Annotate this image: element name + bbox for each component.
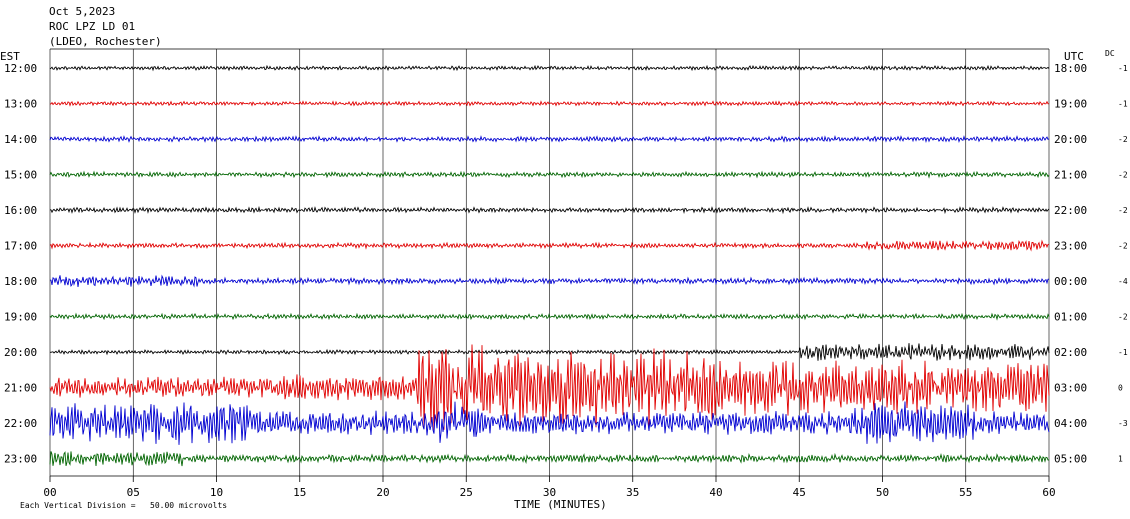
est-time-label: 22:00 xyxy=(4,417,37,430)
x-tick-label: 20 xyxy=(376,486,389,499)
seismogram-trace xyxy=(49,312,1050,321)
utc-axis-title: UTC xyxy=(1064,50,1084,63)
dc-offset-label: -2 xyxy=(1118,206,1128,215)
seismogram-trace xyxy=(49,343,1050,361)
dc-offset-label: 1 xyxy=(1118,455,1123,464)
seismogram-trace xyxy=(49,134,1050,144)
seismogram-traces xyxy=(49,64,1050,467)
est-time-label: 14:00 xyxy=(4,133,37,146)
seismogram-trace xyxy=(49,274,1050,288)
utc-time-label: 22:00 xyxy=(1054,204,1087,217)
x-tick-label: 45 xyxy=(793,486,806,499)
seismogram-trace xyxy=(49,170,1050,179)
est-time-label: 19:00 xyxy=(4,311,37,324)
dc-offset-label: -2 xyxy=(1118,171,1128,180)
seismogram-trace xyxy=(49,401,1050,445)
time-labels: 12:00 18:00 -1 13:00 19:00 -1 14:00 20:00 -2 15:0… xyxy=(4,62,1128,466)
utc-time-label: 00:00 xyxy=(1054,275,1087,288)
header-station: ROC LPZ LD 01 xyxy=(49,20,136,33)
utc-time-label: 23:00 xyxy=(1054,240,1087,253)
dc-offset-label: -2 xyxy=(1118,242,1128,251)
x-tick-label: 25 xyxy=(460,486,473,499)
dc-offset-label: -2 xyxy=(1118,135,1128,144)
utc-time-label: 21:00 xyxy=(1054,169,1087,182)
dc-offset-label: -1 xyxy=(1118,64,1128,73)
seismogram-trace xyxy=(49,64,1050,72)
est-time-label: 16:00 xyxy=(4,204,37,217)
seismogram-trace xyxy=(49,344,1050,431)
utc-time-label: 04:00 xyxy=(1054,417,1087,430)
est-time-label: 17:00 xyxy=(4,240,37,253)
dc-offset-label: -1 xyxy=(1118,100,1128,109)
x-tick-label: 60 xyxy=(1042,486,1055,499)
utc-time-label: 02:00 xyxy=(1054,346,1087,359)
x-tick-label: 15 xyxy=(293,486,306,499)
est-time-label: 23:00 xyxy=(4,453,37,466)
utc-time-label: 01:00 xyxy=(1054,311,1087,324)
est-time-label: 21:00 xyxy=(4,382,37,395)
x-tick-label: 50 xyxy=(876,486,889,499)
x-axis: 00 05 10 15 20 25 30 35 40 45 50 55 60 xyxy=(43,476,1056,499)
utc-time-label: 19:00 xyxy=(1054,98,1087,111)
dc-offset-label: -2 xyxy=(1118,313,1128,322)
seismogram-trace xyxy=(49,100,1050,107)
grid-lines xyxy=(49,48,1050,477)
x-tick-label: 30 xyxy=(543,486,556,499)
dc-offset-label: -1 xyxy=(1118,348,1128,357)
est-time-label: 20:00 xyxy=(4,346,37,359)
dc-column-title: DC xyxy=(1105,49,1115,58)
utc-time-label: 05:00 xyxy=(1054,453,1087,466)
x-tick-label: 05 xyxy=(127,486,140,499)
utc-time-label: 20:00 xyxy=(1054,133,1087,146)
header-date: Oct 5,2023 xyxy=(49,5,116,18)
est-time-label: 18:00 xyxy=(4,275,37,288)
est-time-label: 13:00 xyxy=(4,98,37,111)
utc-time-label: 03:00 xyxy=(1054,382,1087,395)
seismogram-trace xyxy=(49,205,1050,215)
seismogram-trace xyxy=(49,239,1050,252)
seismogram-trace xyxy=(49,451,1049,467)
x-tick-label: 55 xyxy=(959,486,972,499)
x-tick-label: 35 xyxy=(626,486,639,499)
header-network: (LDEO, Rochester) xyxy=(49,35,162,48)
x-axis-title: TIME (MINUTES) xyxy=(514,498,607,511)
est-time-label: 15:00 xyxy=(4,169,37,182)
dc-offset-label: -3 xyxy=(1118,419,1128,428)
est-axis-title: EST xyxy=(0,50,20,63)
est-time-label: 12:00 xyxy=(4,62,37,75)
x-tick-label: 10 xyxy=(210,486,223,499)
utc-time-label: 18:00 xyxy=(1054,62,1087,75)
dc-offset-label: -4 xyxy=(1118,277,1128,286)
scale-note: Each Vertical Division = 50.00 microvolt… xyxy=(20,501,228,510)
x-tick-label: 00 xyxy=(43,486,56,499)
dc-offset-label: 0 xyxy=(1118,384,1123,393)
x-tick-label: 40 xyxy=(709,486,722,499)
